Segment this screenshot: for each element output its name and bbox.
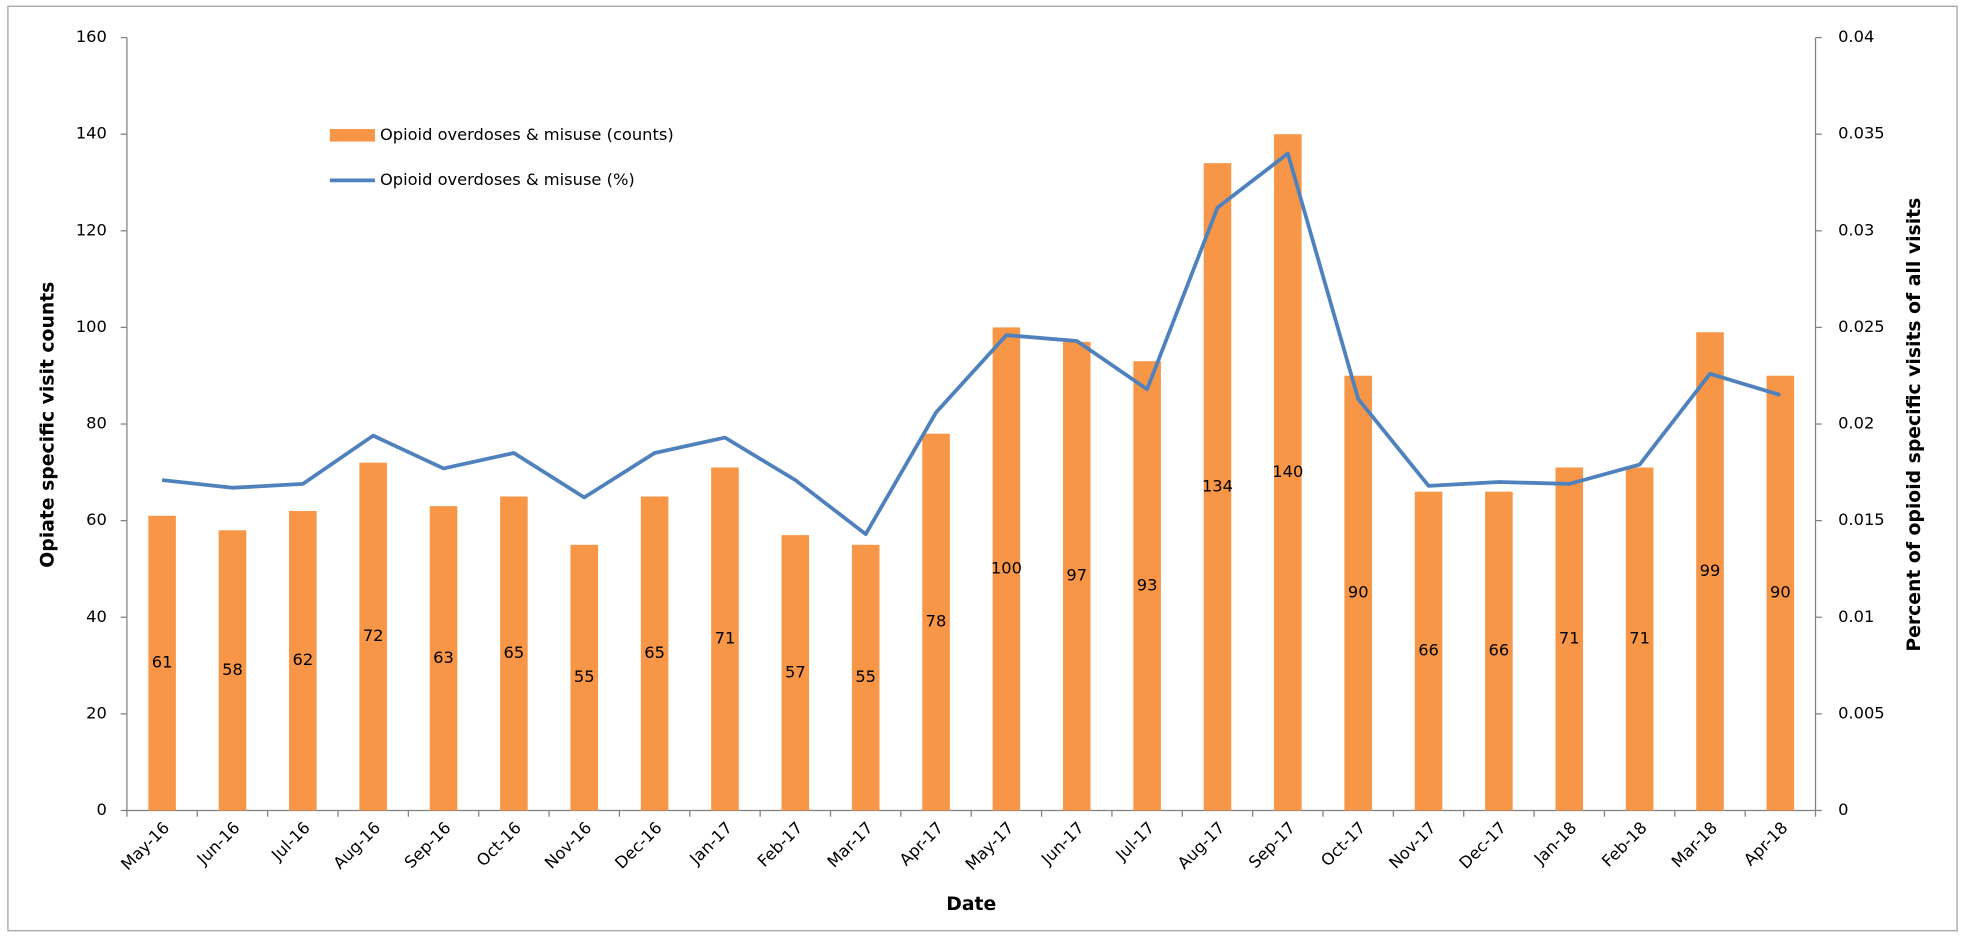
x-tick-label: May-17 xyxy=(962,818,1018,874)
bar-value-label: 90 xyxy=(1348,583,1369,602)
y2-tick-label: 0.035 xyxy=(1838,124,1885,143)
bar-value-label: 62 xyxy=(292,650,313,669)
bar xyxy=(1414,491,1443,811)
y-tick-label: 100 xyxy=(76,317,107,336)
legend-swatch xyxy=(329,129,375,142)
y2-tick-label: 0.01 xyxy=(1838,607,1874,626)
line xyxy=(161,151,1781,537)
bar xyxy=(1203,163,1232,811)
bar-value-label: 78 xyxy=(926,612,947,631)
bar xyxy=(289,510,317,811)
y2-tick-label: 0 xyxy=(1838,800,1848,819)
bar-value-label: 71 xyxy=(1559,628,1580,647)
x-tick-label: Apr-17 xyxy=(896,818,947,869)
bar xyxy=(500,496,528,811)
bar xyxy=(1274,134,1302,811)
y-tick-label: 20 xyxy=(86,703,107,722)
bar-value-label: 72 xyxy=(363,626,384,645)
y-tick-label: 0 xyxy=(97,800,107,819)
x-tick-label: Mar-17 xyxy=(824,818,877,871)
bar xyxy=(1555,467,1584,811)
x-tick-label: Jun-17 xyxy=(1037,818,1088,869)
y2-tick-label: 0.025 xyxy=(1838,317,1885,336)
bar-value-label: 134 xyxy=(1202,476,1233,495)
y2-tick-label: 0.02 xyxy=(1838,414,1874,433)
bar xyxy=(148,515,176,811)
bar-value-label: 71 xyxy=(1629,628,1650,647)
x-tick-label: Dec-17 xyxy=(1455,818,1509,872)
x-tick-label: Oct-16 xyxy=(473,818,525,870)
x-tick-label: Mar-18 xyxy=(1668,818,1721,871)
x-tick-label: Feb-18 xyxy=(1598,818,1651,871)
y-tick-label: 140 xyxy=(76,124,107,143)
bar xyxy=(1766,375,1795,811)
y-tick-label: 160 xyxy=(76,27,107,46)
bar-value-label: 65 xyxy=(504,643,525,662)
bar xyxy=(359,462,387,811)
bar xyxy=(992,327,1021,811)
bar xyxy=(218,530,247,811)
bar-value-label: 71 xyxy=(715,628,736,647)
x-tick-label: Aug-16 xyxy=(330,818,385,873)
bar-value-label: 63 xyxy=(433,648,454,667)
bar-value-label: 65 xyxy=(644,643,665,662)
bar-value-label: 66 xyxy=(1489,641,1510,660)
x-tick-label: Sep-16 xyxy=(401,818,455,872)
bar xyxy=(1062,341,1091,811)
bar-value-label: 97 xyxy=(1066,566,1087,585)
bar-value-label: 61 xyxy=(152,653,173,672)
y2-tick-label: 0.005 xyxy=(1838,703,1885,722)
x-tick-label: Jul-16 xyxy=(267,818,314,865)
bar-value-label: 140 xyxy=(1272,462,1303,481)
x-tick-label: Nov-17 xyxy=(1385,818,1439,872)
y2-axis-title: Percent of opioid specific visits of all… xyxy=(1904,198,1925,652)
bar-value-label: 66 xyxy=(1418,641,1439,660)
x-tick-label: Nov-16 xyxy=(541,818,595,872)
y2-tick-label: 0.015 xyxy=(1838,510,1885,529)
bar xyxy=(640,496,669,811)
x-tick-label: May-16 xyxy=(117,818,173,874)
bar-value-label: 90 xyxy=(1770,583,1791,602)
x-tick-label: Jan-18 xyxy=(1530,818,1581,869)
bar-value-label: 99 xyxy=(1700,561,1721,580)
bar xyxy=(711,467,739,811)
bar-value-label: 55 xyxy=(574,667,595,686)
y-axis-title: Opiate specific visit counts xyxy=(38,282,59,568)
x-tick-label: Sep-17 xyxy=(1245,818,1299,872)
bar xyxy=(1696,332,1724,811)
bar xyxy=(851,544,880,811)
bar xyxy=(922,433,950,811)
x-tick-label: Apr-18 xyxy=(1740,818,1791,869)
bar-value-label: 93 xyxy=(1137,575,1158,594)
bar-value-label: 58 xyxy=(222,660,243,679)
x-tick-label: Dec-16 xyxy=(611,818,665,872)
bar xyxy=(1485,491,1513,811)
bar xyxy=(781,535,810,811)
bar xyxy=(1133,361,1161,811)
x-tick-label: Aug-17 xyxy=(1174,818,1229,873)
y2-tick-label: 0.04 xyxy=(1838,27,1874,46)
y-tick-label: 60 xyxy=(86,510,107,529)
bar xyxy=(1625,467,1654,811)
y-tick-label: 40 xyxy=(86,607,107,626)
x-tick-label: Jun-16 xyxy=(193,818,244,869)
bar xyxy=(429,506,458,811)
x-tick-label: Feb-17 xyxy=(754,818,807,871)
y2-tick-label: 0.03 xyxy=(1838,220,1874,239)
y-tick-label: 80 xyxy=(86,414,107,433)
chart-border xyxy=(7,5,1958,932)
x-tick-label: Jan-17 xyxy=(685,818,736,869)
legend-label: Opioid overdoses & misuse (%) xyxy=(380,170,635,189)
bar xyxy=(1344,375,1372,811)
bar-value-label: 57 xyxy=(785,662,806,681)
x-tick-label: Oct-17 xyxy=(1317,818,1369,870)
y-tick-label: 120 xyxy=(76,220,107,239)
bar xyxy=(570,544,599,811)
bar-value-label: 55 xyxy=(855,667,876,686)
bar-value-label: 100 xyxy=(991,558,1022,577)
legend-label: Opioid overdoses & misuse (counts) xyxy=(380,125,674,144)
x-axis-title: Date xyxy=(946,894,996,915)
x-tick-label: Jul-17 xyxy=(1111,818,1158,865)
